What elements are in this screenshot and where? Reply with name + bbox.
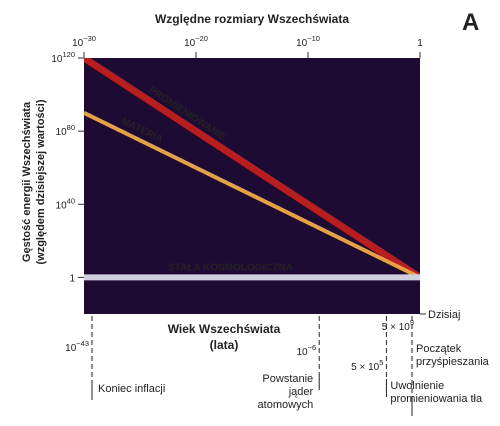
y-axis-tick-label: 10120 bbox=[51, 50, 75, 65]
top-axis-tick-label: 10−30 bbox=[72, 34, 96, 49]
event-time-label: 5 × 105 bbox=[351, 358, 383, 373]
plot-area bbox=[84, 58, 420, 314]
y-axis-tick-label: 1 bbox=[69, 273, 75, 284]
top-axis-ticks: 10−30 10−20 10−10 1 bbox=[72, 34, 423, 58]
today-label: Dzisiaj bbox=[428, 309, 460, 321]
top-axis-tick-label: 1 bbox=[417, 38, 423, 49]
event-time-label: 5 × 109 bbox=[382, 318, 414, 333]
y-axis-title: Gęstość energii Wszechświata bbox=[21, 101, 33, 262]
event-label: jąder bbox=[288, 386, 314, 398]
top-axis-tick-label: 10−20 bbox=[184, 34, 208, 49]
top-axis-title: Względne rozmiary Wszechświata bbox=[155, 12, 349, 26]
series-line bbox=[84, 58, 420, 281]
x-axis-subtitle: (lata) bbox=[210, 338, 239, 352]
event-label: Uwolnienie bbox=[390, 380, 444, 392]
x-axis-title: Wiek Wszechświata bbox=[168, 322, 281, 336]
y-axis-subtitle: (względem dzisiejszej wartości) bbox=[35, 99, 47, 264]
y-axis-ticks: 10120 1080 1040 1 bbox=[51, 50, 84, 284]
panel-label: A bbox=[462, 9, 479, 36]
event-label: Początek bbox=[416, 343, 462, 355]
y-axis-tick-label: 1080 bbox=[56, 123, 75, 138]
event-label: Powstanie bbox=[262, 373, 313, 385]
top-axis-tick-label: 10−10 bbox=[296, 34, 320, 49]
series-line bbox=[84, 111, 420, 280]
series-lines bbox=[84, 58, 420, 281]
event-markers: 10−43 Koniec inflacji 10−6 Powstaniejąderat… bbox=[65, 316, 490, 416]
y-axis-tick-label: 1040 bbox=[56, 196, 75, 211]
series-label: STAŁA KOSMOLOGICZNA bbox=[168, 262, 293, 273]
event-time-label: 10−43 bbox=[65, 339, 89, 354]
event-time-label: 10−6 bbox=[297, 343, 317, 358]
event-label: atomowych bbox=[258, 399, 314, 411]
event-label: Koniec inflacji bbox=[98, 383, 165, 395]
event-label: przyśpieszania bbox=[416, 356, 490, 368]
event-label: promieniowania tła bbox=[390, 393, 483, 405]
